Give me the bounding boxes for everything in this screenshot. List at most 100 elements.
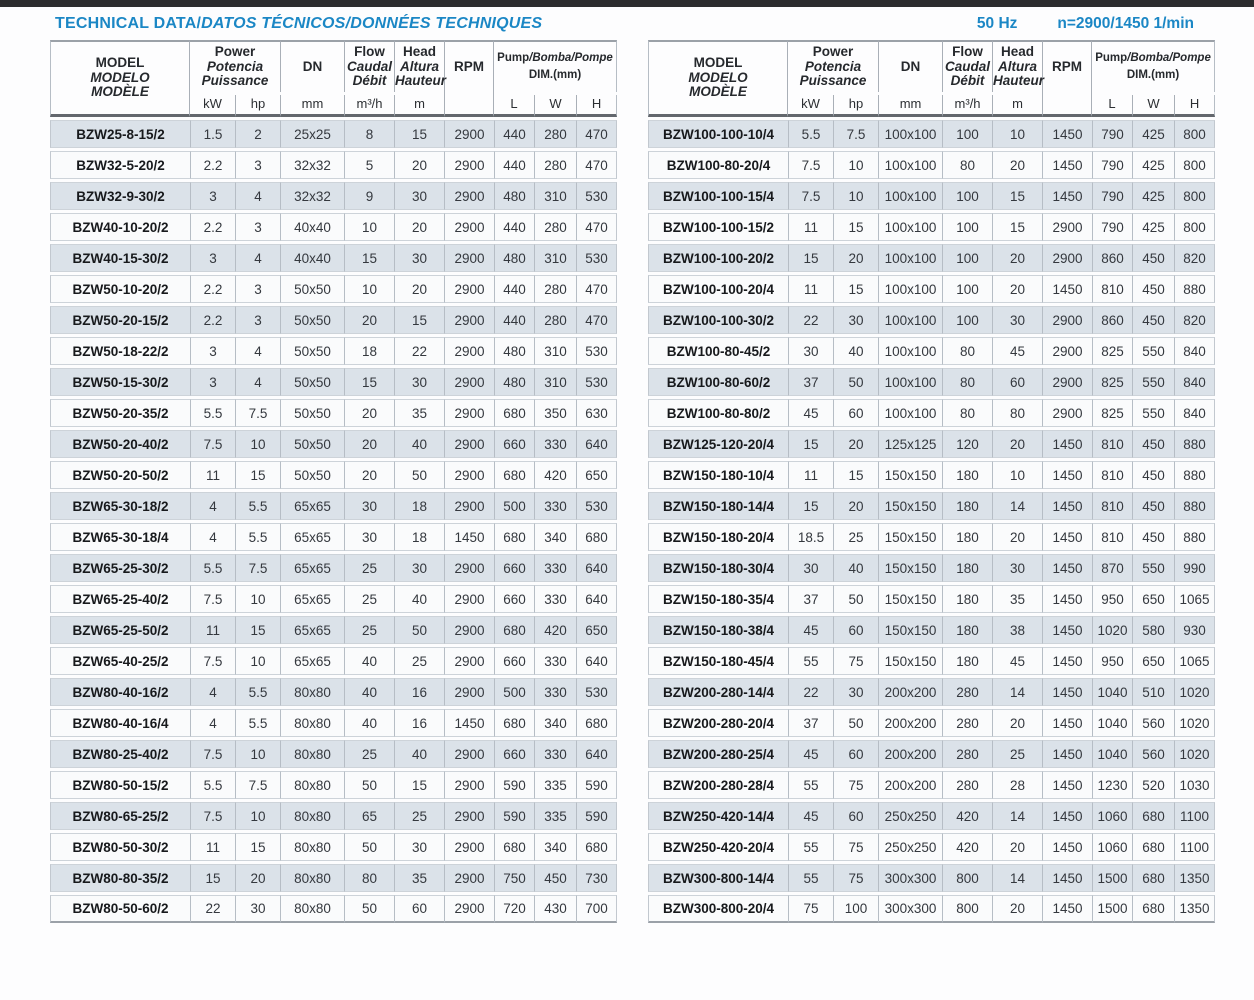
value-cell: 2900 [444, 337, 495, 365]
column-header-head: Head Altura Hauteur [394, 40, 446, 92]
column-header-model: MODEL MODELO MODÈLE [648, 40, 789, 117]
value-cell: 45 [788, 740, 834, 768]
value-cell: 2900 [444, 678, 495, 706]
value-cell: 280 [534, 151, 577, 179]
value-cell: 80 [992, 399, 1043, 427]
value-cell: 50x50 [280, 461, 345, 489]
value-cell: 680 [576, 709, 618, 737]
value-cell: 1040 [1092, 678, 1133, 706]
value-cell: 150x150 [878, 461, 943, 489]
value-cell: 35 [394, 864, 445, 892]
column-header-pump-dim: Pump/Bomba/Pompe DIM.(mm) [1092, 40, 1216, 92]
value-cell: 4 [190, 709, 235, 737]
value-cell: 80 [942, 337, 993, 365]
model-cell: BZW125-120-20/4 [648, 430, 789, 458]
model-cell: BZW100-80-45/2 [648, 337, 789, 365]
value-cell: 45 [788, 616, 834, 644]
value-cell: 470 [576, 120, 618, 148]
value-cell: 180 [942, 585, 993, 613]
value-cell: 2900 [444, 585, 495, 613]
value-cell: 25 [344, 585, 395, 613]
value-cell: 15 [833, 275, 879, 303]
value-cell: 75 [833, 864, 879, 892]
value-cell: 660 [494, 554, 535, 582]
value-cell: 530 [576, 182, 618, 210]
column-header-pump-dim: Pump/Bomba/Pompe DIM.(mm) [494, 40, 618, 92]
value-cell: 15 [235, 616, 281, 644]
model-cell: BZW100-80-80/2 [648, 399, 789, 427]
column-header-head: Head Altura Hauteur [992, 40, 1044, 92]
value-cell: 1450 [1042, 120, 1093, 148]
table-row: BZW100-100-15/2 11 15 100x100 100 15 2900 790 42… [648, 213, 1216, 241]
value-cell: 5.5 [190, 554, 235, 582]
value-cell: 22 [394, 337, 445, 365]
value-cell: 530 [576, 678, 618, 706]
value-cell: 65x65 [280, 554, 345, 582]
value-cell: 14 [992, 802, 1043, 830]
value-cell: 1040 [1092, 709, 1133, 737]
model-cell: BZW80-50-30/2 [50, 833, 190, 861]
value-cell: 15 [235, 461, 281, 489]
value-cell: 30 [992, 554, 1043, 582]
value-cell: 680 [494, 523, 535, 551]
value-cell: 1020 [1174, 740, 1216, 768]
value-cell: 20 [833, 492, 879, 520]
pump-dim-line1: Pump/Bomba/Pompe [497, 51, 613, 64]
value-cell: 100 [942, 213, 993, 241]
value-cell: 840 [1174, 368, 1216, 396]
value-cell: 1500 [1092, 895, 1133, 923]
table-row: BZW200-280-28/4 55 75 200x200 280 28 1450 1230 5… [648, 771, 1216, 799]
unit-head: m [992, 95, 1043, 117]
value-cell: 680 [576, 833, 618, 861]
value-cell: 18 [394, 523, 445, 551]
value-cell: 2900 [444, 895, 495, 923]
value-cell: 100x100 [878, 368, 943, 396]
value-cell: 330 [534, 740, 577, 768]
value-cell: 50x50 [280, 368, 345, 396]
value-cell: 20 [833, 430, 879, 458]
value-cell: 50 [833, 585, 879, 613]
value-cell: 2.2 [190, 275, 235, 303]
value-cell: 15 [190, 864, 235, 892]
table-row: BZW80-40-16/4 4 5.5 80x80 40 16 1450 680 340 680 [50, 709, 618, 737]
value-cell: 5.5 [235, 523, 281, 551]
table-row: BZW40-15-30/2 3 4 40x40 15 30 2900 480 310 530 [50, 244, 618, 272]
table-row: BZW100-100-20/2 15 20 100x100 100 20 2900 860 45… [648, 244, 1216, 272]
value-cell: 180 [942, 647, 993, 675]
pump-dim-line1: Pump/Bomba/Pompe [1095, 51, 1211, 64]
value-cell: 2900 [1042, 306, 1093, 334]
value-cell: 1450 [1042, 647, 1093, 675]
value-cell: 2900 [444, 306, 495, 334]
value-cell: 50x50 [280, 306, 345, 334]
value-cell: 840 [1174, 337, 1216, 365]
value-cell: 10 [344, 275, 395, 303]
table-row: BZW65-25-30/2 5.5 7.5 65x65 25 30 2900 660 330 64… [50, 554, 618, 582]
value-cell: 150x150 [878, 647, 943, 675]
value-cell: 420 [942, 833, 993, 861]
value-cell: 550 [1132, 337, 1175, 365]
value-cell: 880 [1174, 275, 1216, 303]
value-cell: 14 [992, 864, 1043, 892]
value-cell: 1450 [1042, 151, 1093, 179]
value-cell: 1450 [444, 523, 495, 551]
value-cell: 15 [394, 771, 445, 799]
value-cell: 640 [576, 554, 618, 582]
value-cell: 420 [942, 802, 993, 830]
value-cell: 45 [992, 337, 1043, 365]
value-cell: 7.5 [235, 399, 281, 427]
unit-kw: kW [788, 95, 834, 117]
value-cell: 5.5 [190, 771, 235, 799]
power-label-es: Potencia [206, 58, 264, 74]
table-row: BZW250-420-20/4 55 75 250x250 420 20 1450 1060 6… [648, 833, 1216, 861]
value-cell: 1450 [1042, 585, 1093, 613]
flow-label-en: Flow [952, 43, 983, 59]
value-cell: 11 [190, 833, 235, 861]
value-cell: 2900 [1042, 244, 1093, 272]
value-cell: 80x80 [280, 895, 345, 923]
value-cell: 430 [534, 895, 577, 923]
value-cell: 80x80 [280, 678, 345, 706]
value-cell: 590 [576, 802, 618, 830]
model-label-fr: MODÈLE [91, 84, 149, 100]
value-cell: 810 [1092, 275, 1133, 303]
value-cell: 5.5 [788, 120, 834, 148]
